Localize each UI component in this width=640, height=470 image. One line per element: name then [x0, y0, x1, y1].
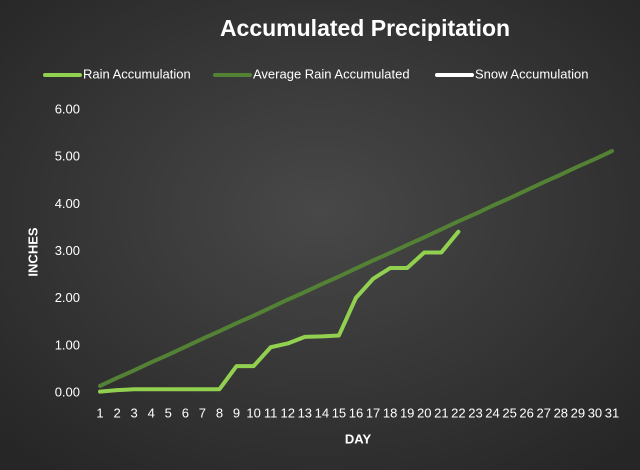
- x-tick-label: 17: [366, 405, 380, 420]
- x-tick-label: 16: [349, 405, 363, 420]
- x-tick-label: 13: [298, 405, 312, 420]
- x-tick-label: 24: [485, 405, 499, 420]
- x-tick-label: 15: [332, 405, 346, 420]
- x-tick-label: 25: [502, 405, 516, 420]
- x-axis-title: DAY: [345, 431, 372, 446]
- x-tick-label: 10: [246, 405, 260, 420]
- series-line: [98, 229, 461, 394]
- x-tick-label: 30: [588, 405, 602, 420]
- x-tick-label: 12: [280, 405, 294, 420]
- y-tick-label: 6.00: [55, 101, 80, 116]
- x-tick-label: 3: [131, 405, 138, 420]
- x-tick-label: 22: [451, 405, 465, 420]
- y-tick-label: 0.00: [55, 384, 80, 399]
- x-tick-label: 8: [216, 405, 223, 420]
- x-tick-label: 27: [536, 405, 550, 420]
- y-axis-title: INCHES: [25, 227, 40, 276]
- x-tick-label: 5: [165, 405, 172, 420]
- legend-label: Average Rain Accumulated: [253, 66, 410, 81]
- legend-label: Rain Accumulation: [83, 66, 191, 81]
- x-tick-label: 4: [148, 405, 155, 420]
- y-tick-label: 1.00: [55, 337, 80, 352]
- x-tick-label: 2: [113, 405, 120, 420]
- x-tick-label: 31: [605, 405, 619, 420]
- x-tick-label: 9: [233, 405, 240, 420]
- legend-label: Snow Accumulation: [475, 66, 588, 81]
- x-tick-label: 26: [519, 405, 533, 420]
- series-line: [98, 149, 614, 388]
- x-tick-label: 14: [315, 405, 329, 420]
- x-tick-label: 18: [383, 405, 397, 420]
- x-tick-label: 21: [434, 405, 448, 420]
- y-tick-label: 4.00: [55, 196, 80, 211]
- x-tick-label: 7: [199, 405, 206, 420]
- x-tick-label: 20: [417, 405, 431, 420]
- y-tick-label: 3.00: [55, 243, 80, 258]
- x-tick-label: 23: [468, 405, 482, 420]
- x-tick-label: 19: [400, 405, 414, 420]
- x-tick-label: 11: [264, 405, 278, 420]
- y-tick-label: 2.00: [55, 290, 80, 305]
- x-tick-label: 29: [571, 405, 585, 420]
- x-tick-label: 28: [554, 405, 568, 420]
- chart-title: Accumulated Precipitation: [220, 15, 510, 41]
- y-tick-label: 5.00: [55, 149, 80, 164]
- x-tick-label: 6: [182, 405, 189, 420]
- x-tick-label: 1: [96, 405, 103, 420]
